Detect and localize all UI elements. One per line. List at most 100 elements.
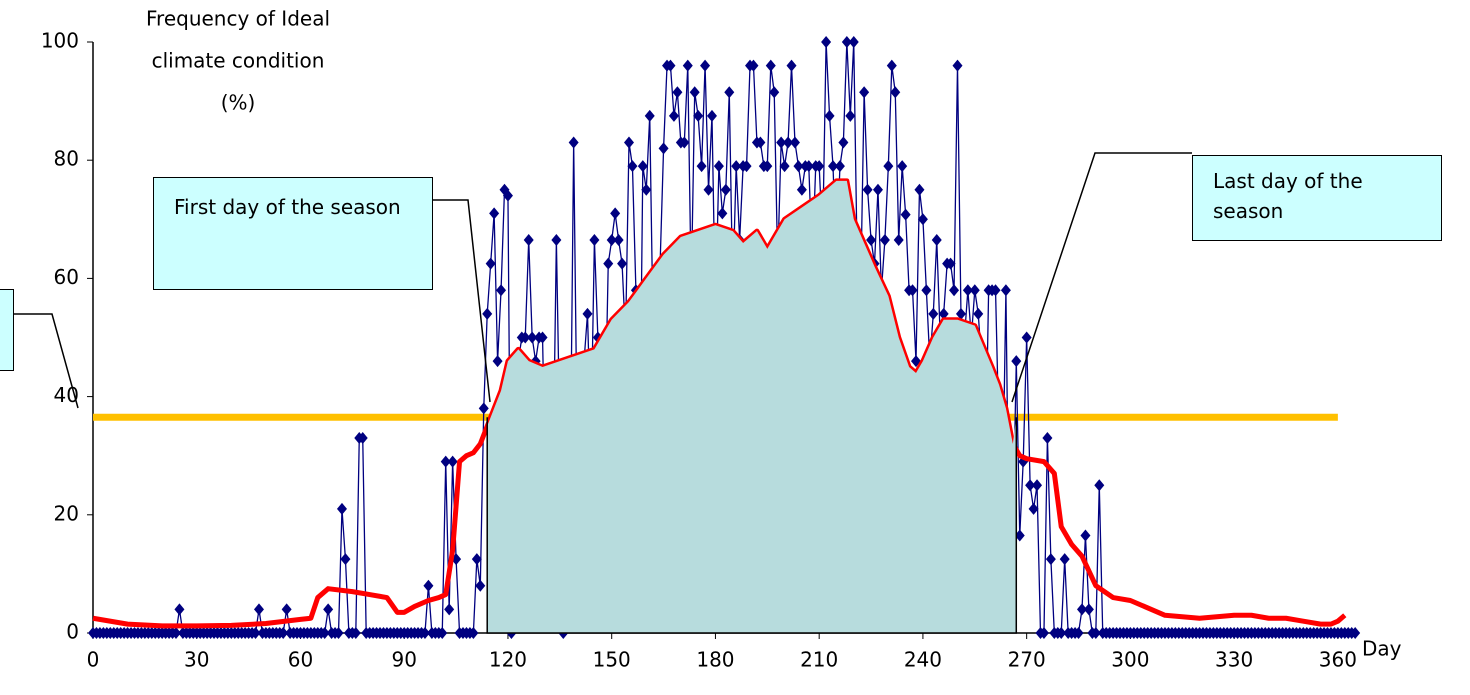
daily-point <box>1080 529 1091 542</box>
daily-point <box>762 160 773 173</box>
daily-point <box>796 183 807 196</box>
daily-point <box>793 160 804 173</box>
daily-point <box>713 160 724 173</box>
y-label: climate condition <box>152 49 325 73</box>
daily-point <box>717 207 728 220</box>
daily-point <box>949 284 960 297</box>
daily-point <box>969 284 980 297</box>
x-tick-label: 180 <box>696 648 734 672</box>
daily-point <box>990 284 1001 297</box>
x-tick-label: 210 <box>800 648 838 672</box>
x-tick-label: 0 <box>87 648 100 672</box>
daily-point <box>862 183 873 196</box>
y-tick-label: 100 <box>41 29 79 53</box>
x-tick-label: 360 <box>1319 648 1357 672</box>
x-tick-label: 60 <box>288 648 313 672</box>
season-area <box>487 180 1017 633</box>
daily-point <box>803 160 814 173</box>
x-tick-label: 270 <box>1008 648 1046 672</box>
daily-point <box>357 431 368 444</box>
y-label: (%) <box>221 91 256 115</box>
daily-point <box>1059 553 1070 566</box>
daily-point <box>824 109 835 122</box>
leader-line <box>13 313 79 409</box>
daily-point <box>333 627 344 639</box>
daily-point <box>1073 627 1084 639</box>
daily-point <box>834 160 845 173</box>
daily-point <box>682 59 693 72</box>
daily-point <box>423 579 434 592</box>
daily-point <box>748 59 759 72</box>
daily-point <box>1094 479 1105 492</box>
daily-point <box>350 627 361 639</box>
daily-point <box>437 627 448 639</box>
daily-point <box>917 213 928 226</box>
daily-point <box>731 160 742 173</box>
daily-point <box>765 59 776 72</box>
daily-point <box>779 160 790 173</box>
daily-point <box>689 86 700 99</box>
daily-point <box>485 257 496 270</box>
daily-point <box>523 233 534 246</box>
daily-point <box>786 59 797 72</box>
daily-point <box>859 86 870 99</box>
daily-point <box>278 627 289 639</box>
daily-point <box>955 307 966 320</box>
daily-point <box>610 207 621 220</box>
daily-point <box>1083 603 1094 616</box>
leader-line <box>1011 152 1192 403</box>
daily-point <box>623 136 634 149</box>
daily-point <box>582 307 593 320</box>
daily-point <box>1042 431 1053 444</box>
daily-point <box>1021 331 1032 344</box>
x-tick-label: 300 <box>1111 648 1149 672</box>
daily-point <box>706 109 717 122</box>
daily-point <box>468 627 479 639</box>
x-tick-label: 30 <box>184 648 209 672</box>
daily-point <box>589 233 600 246</box>
daily-point <box>741 160 752 173</box>
callout-first: First day of the season <box>153 177 433 290</box>
daily-point <box>496 284 507 297</box>
daily-point <box>641 183 652 196</box>
daily-point <box>893 233 904 246</box>
daily-point <box>1028 502 1039 515</box>
daily-point <box>444 603 455 616</box>
daily-point <box>603 257 614 270</box>
daily-point <box>613 233 624 246</box>
daily-point <box>921 284 932 297</box>
daily-point <box>475 579 486 592</box>
daily-point <box>319 627 330 639</box>
y-tick-label: 0 <box>66 620 79 644</box>
daily-point <box>1056 627 1067 639</box>
daily-point <box>520 331 531 344</box>
daily-point <box>907 284 918 297</box>
x-tick-label: 150 <box>593 648 631 672</box>
daily-point <box>866 233 877 246</box>
daily-point <box>1025 479 1036 492</box>
daily-point <box>537 331 548 344</box>
daily-point <box>336 502 347 515</box>
daily-point <box>962 284 973 297</box>
daily-point <box>776 136 787 149</box>
daily-point <box>973 307 984 320</box>
daily-point <box>872 183 883 196</box>
daily-point <box>841 36 852 48</box>
y-tick-label: 60 <box>54 265 79 289</box>
daily-point <box>755 136 766 149</box>
daily-point <box>1014 529 1025 542</box>
daily-point <box>900 208 911 221</box>
daily-point <box>1076 603 1087 616</box>
daily-point <box>170 627 181 639</box>
daily-point <box>527 331 538 344</box>
daily-point <box>848 36 859 48</box>
daily-point <box>672 86 683 99</box>
daily-point <box>789 136 800 149</box>
y-tick-label: 20 <box>54 501 79 525</box>
x-tick-label: 120 <box>489 648 527 672</box>
x-label: Day <box>1362 637 1402 661</box>
x-tick-label: 240 <box>904 648 942 672</box>
daily-point <box>845 109 856 122</box>
daily-point <box>897 160 908 173</box>
